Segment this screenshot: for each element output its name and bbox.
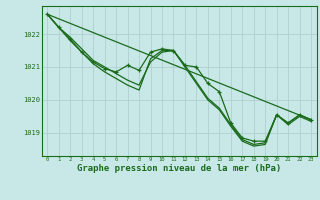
X-axis label: Graphe pression niveau de la mer (hPa): Graphe pression niveau de la mer (hPa) <box>77 164 281 173</box>
